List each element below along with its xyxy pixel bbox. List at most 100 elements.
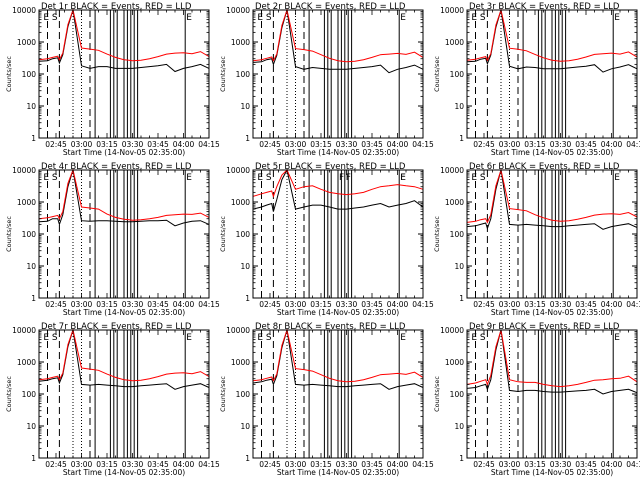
x-axis-label: Start Time (14-Nov-05 02:35:00): [277, 468, 399, 477]
flag-label: E: [257, 333, 263, 343]
y-tick-label: 10: [240, 262, 250, 271]
y-tick-label: 10000: [440, 6, 464, 15]
y-tick-label: 10: [454, 422, 464, 431]
events-series-line: [466, 9, 638, 73]
x-tick-label: 02:45: [259, 300, 281, 309]
y-tick-label: 10: [26, 262, 36, 271]
y-tick-label: 100: [22, 390, 37, 399]
flag-label: E: [400, 333, 406, 343]
x-tick-label: 03:45: [575, 300, 597, 309]
y-tick-label: 10000: [226, 6, 250, 15]
x-tick-label: 04:15: [198, 460, 220, 469]
flag-label: F: [346, 173, 351, 183]
y-axis-label: Counts/sec: [219, 56, 227, 92]
x-tick-label: 03:15: [310, 140, 332, 149]
x-tick-label: 04:00: [601, 140, 623, 149]
y-tick-label: 1000: [445, 198, 464, 207]
y-tick-label: 10: [454, 102, 464, 111]
y-axis-label: Counts/sec: [433, 376, 441, 412]
flag-label: E: [471, 13, 477, 23]
y-tick-label: 1: [245, 134, 250, 143]
x-tick-label: 03:15: [524, 300, 546, 309]
y-tick-label: 100: [236, 70, 251, 79]
events-series-line: [38, 9, 210, 73]
y-tick-label: 1: [31, 134, 36, 143]
x-axis-label: Start Time (14-Nov-05 02:35:00): [491, 148, 613, 157]
y-tick-label: 10: [26, 102, 36, 111]
flag-label: E: [186, 173, 192, 183]
panel-title: Det 7r BLACK = Events, RED = LLD: [41, 322, 192, 332]
y-tick-label: 10000: [12, 326, 36, 335]
y-tick-label: 1: [245, 454, 250, 463]
events-series-line: [466, 329, 638, 395]
x-tick-label: 03:45: [361, 460, 383, 469]
x-tick-label: 03:00: [285, 460, 307, 469]
y-axis-label: Counts/sec: [433, 216, 441, 252]
events-series-line: [252, 168, 424, 212]
lld-series-line: [466, 329, 638, 388]
lld-series-line: [252, 169, 424, 198]
y-tick-label: 100: [450, 230, 465, 239]
flag-label: S: [266, 333, 272, 343]
x-tick-label: 03:15: [96, 140, 118, 149]
y-tick-label: 1000: [445, 358, 464, 367]
events-series-line: [38, 329, 210, 390]
y-tick-label: 1: [31, 454, 36, 463]
x-tick-label: 03:30: [122, 140, 144, 149]
panel-title: Det 3r BLACK = Events, RED = LLD: [469, 2, 620, 12]
x-tick-label: 03:45: [147, 300, 169, 309]
flag-label: S: [266, 173, 272, 183]
x-tick-label: 04:00: [601, 460, 623, 469]
y-tick-label: 1000: [445, 38, 464, 47]
x-tick-label: 04:15: [626, 140, 640, 149]
panel-title: Det 8r BLACK = Events, RED = LLD: [255, 322, 406, 332]
x-tick-label: 03:30: [550, 300, 572, 309]
y-tick-label: 1: [245, 294, 250, 303]
y-tick-label: 10000: [12, 6, 36, 15]
x-tick-label: 03:15: [310, 300, 332, 309]
y-axis-label: Counts/sec: [5, 376, 13, 412]
panel-title: Det 6r BLACK = Events, RED = LLD: [469, 162, 620, 172]
y-tick-label: 10000: [226, 326, 250, 335]
panel-title: Det 4r BLACK = Events, RED = LLD: [41, 162, 192, 172]
y-tick-label: 10: [240, 102, 250, 111]
x-axis-label: Start Time (14-Nov-05 02:35:00): [63, 148, 185, 157]
y-tick-label: 10: [240, 422, 250, 431]
flag-label: F: [339, 173, 344, 183]
flag-label: S: [480, 333, 486, 343]
x-tick-label: 02:45: [45, 460, 67, 469]
x-tick-label: 03:00: [71, 460, 93, 469]
flag-label: E: [257, 13, 263, 23]
y-tick-label: 1: [459, 294, 464, 303]
x-tick-label: 03:30: [122, 460, 144, 469]
flag-label: E: [400, 13, 406, 23]
flag-label: E: [614, 333, 620, 343]
flag-label: E: [614, 13, 620, 23]
flag-label: E: [186, 13, 192, 23]
x-tick-label: 02:45: [45, 140, 67, 149]
x-tick-label: 03:30: [336, 460, 358, 469]
y-tick-label: 10000: [440, 166, 464, 175]
flag-label: E: [400, 173, 406, 183]
x-tick-label: 03:30: [550, 460, 572, 469]
x-tick-label: 04:15: [412, 460, 434, 469]
x-tick-label: 03:00: [499, 460, 521, 469]
events-series-line: [252, 329, 424, 390]
y-tick-label: 100: [22, 70, 37, 79]
y-tick-label: 10: [26, 422, 36, 431]
x-tick-label: 04:15: [626, 300, 640, 309]
x-tick-label: 04:15: [412, 300, 434, 309]
y-tick-label: 100: [236, 390, 251, 399]
x-tick-label: 03:45: [361, 140, 383, 149]
x-tick-label: 02:45: [473, 140, 495, 149]
y-tick-label: 1000: [17, 38, 36, 47]
x-tick-label: 03:00: [71, 140, 93, 149]
x-tick-label: 04:00: [173, 300, 195, 309]
flag-label: E: [471, 333, 477, 343]
lld-series-line: [466, 8, 638, 62]
